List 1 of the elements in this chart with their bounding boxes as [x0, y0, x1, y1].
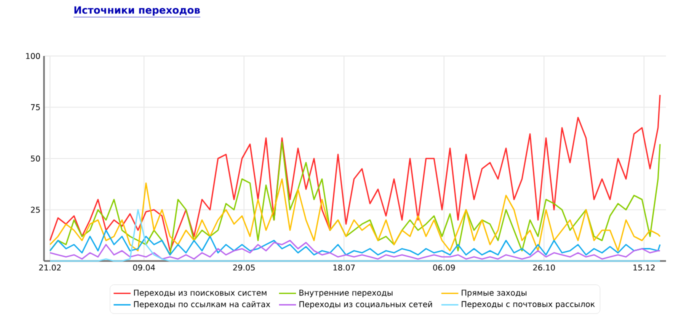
- chart-title: Источники переходов: [74, 6, 200, 16]
